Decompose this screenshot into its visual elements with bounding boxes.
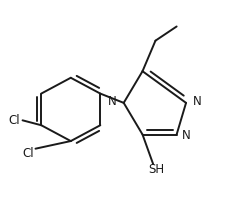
Text: Cl: Cl [9, 114, 20, 127]
Text: N: N [108, 95, 117, 108]
Text: Cl: Cl [23, 147, 34, 160]
Text: N: N [182, 129, 191, 142]
Text: N: N [193, 95, 202, 108]
Text: SH: SH [149, 163, 165, 176]
